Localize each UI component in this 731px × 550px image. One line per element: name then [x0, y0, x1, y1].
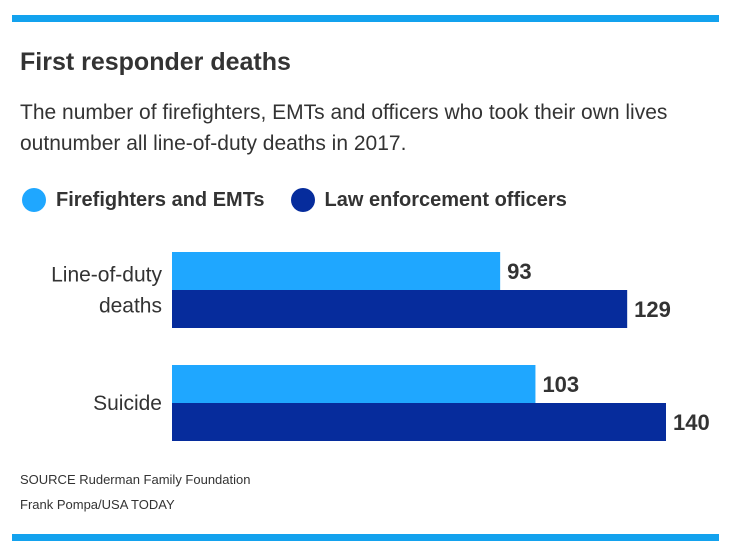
- data-label-suicide-firefighters: 103: [542, 372, 579, 397]
- bar-suicide-firefighters: [172, 365, 536, 403]
- category-label-suicide: Suicide: [93, 392, 162, 415]
- legend-swatch-firefighters: [22, 188, 46, 212]
- bottom-accent-rule: [12, 534, 719, 541]
- chart-title: First responder deaths: [20, 48, 291, 76]
- bar-line-of-duty-deaths-law-enforcement: [172, 290, 628, 328]
- source-note: SOURCE Ruderman Family Foundation: [20, 472, 251, 487]
- category-label-line-of-duty-deaths-line-2: deaths: [99, 295, 162, 318]
- chart-subtitle: The number of firefighters, EMTs and off…: [20, 101, 668, 155]
- data-label-line-of-duty-deaths-law-enforcement: 129: [634, 297, 671, 322]
- data-label-line-of-duty-deaths-firefighters: 93: [507, 259, 531, 284]
- top-accent-rule: [12, 15, 719, 22]
- legend-item-firefighters: Firefighters and EMTs: [22, 188, 265, 212]
- legend-swatch-law-enforcement: [290, 188, 315, 212]
- legend: Firefighters and EMTs Law enforcement of…: [22, 186, 593, 214]
- legend-label-law-enforcement: Law enforcement officers: [324, 188, 567, 211]
- data-label-suicide-law-enforcement: 140: [673, 410, 710, 435]
- legend-item-law-enforcement: Law enforcement officers: [290, 188, 567, 212]
- credit-note: Frank Pompa/USA TODAY: [20, 497, 175, 512]
- bar-suicide-law-enforcement: [172, 403, 666, 441]
- bar-line-of-duty-deaths-firefighters: [172, 252, 501, 290]
- category-label-line-of-duty-deaths-line-1: Line-of-duty: [51, 264, 162, 287]
- bar-chart: 93 129 Line-of-duty deaths 103 140 Suicide: [51, 252, 710, 441]
- legend-label-firefighters: Firefighters and EMTs: [56, 188, 265, 211]
